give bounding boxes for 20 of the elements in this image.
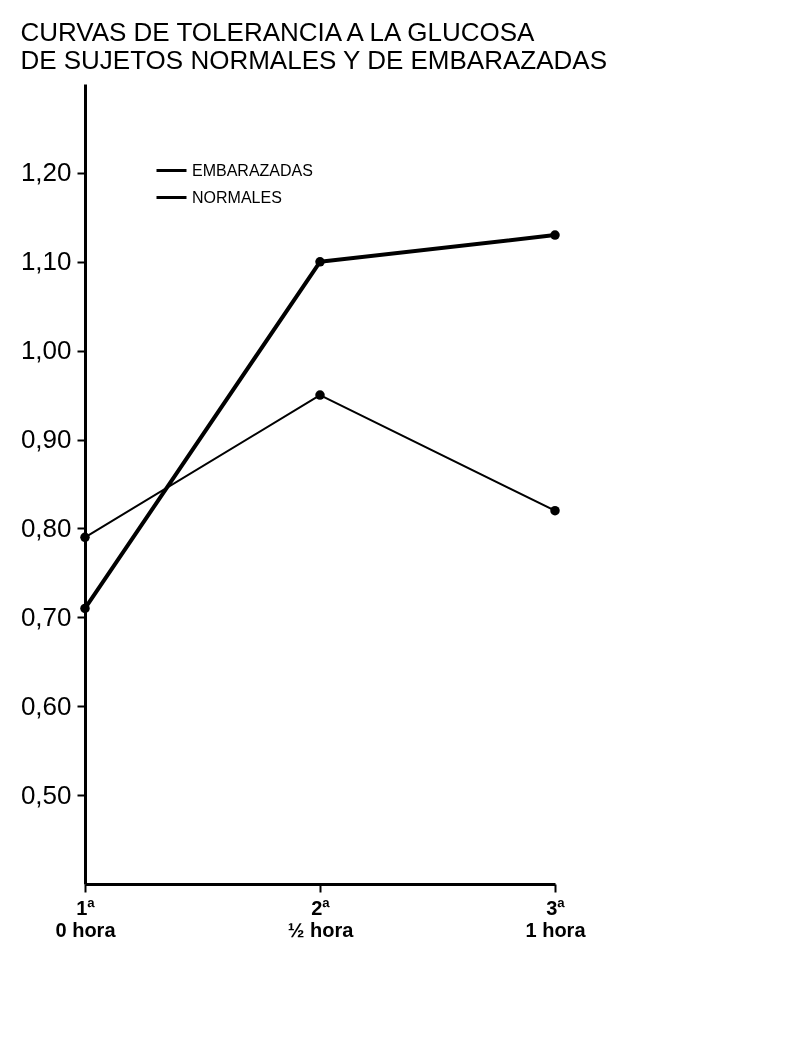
point <box>80 603 90 614</box>
x-tick-label: 3ª 1 hora <box>525 896 587 941</box>
y-tick-label: 0,70 <box>20 601 72 632</box>
point <box>550 230 560 240</box>
legend-label: NORMALES <box>192 188 282 206</box>
y-tick-label: 0,90 <box>20 424 72 455</box>
legend-label: EMBARAZADAS <box>192 161 313 179</box>
point <box>315 390 325 400</box>
y-tick-label: 0,50 <box>20 779 72 810</box>
y-tick-label: 0,60 <box>20 690 72 721</box>
y-tick-label: 1,10 <box>20 246 72 277</box>
point <box>315 257 325 267</box>
chart-title: CURVAS DE TOLERANCIA A LA GLUCOSA DE SUJETOS NORMALES Y DE EMBARAZADAS <box>20 17 608 75</box>
x-tick-label: 1ª 0 hora <box>55 896 117 941</box>
y-tick-label: 1,20 <box>20 157 72 188</box>
y-tick-label: 0,80 <box>20 512 72 543</box>
y-tick-label: 1,00 <box>20 335 72 366</box>
x-tick-label: 2ª ½ hora <box>287 896 355 941</box>
point <box>550 505 560 516</box>
point <box>80 532 90 543</box>
